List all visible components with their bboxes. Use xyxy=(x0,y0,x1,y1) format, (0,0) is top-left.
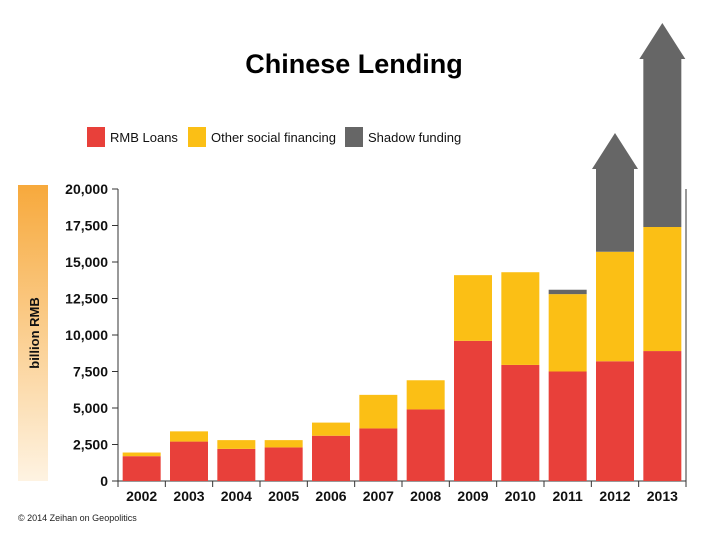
bar-other-social-financing-2005 xyxy=(264,440,303,448)
bar-rmb-loans-2013 xyxy=(643,351,682,481)
x-tick-label: 2003 xyxy=(173,488,204,504)
bar-other-social-financing-2007 xyxy=(359,394,398,429)
bar-rmb-loans-2011 xyxy=(548,371,587,481)
bar-rmb-loans-2009 xyxy=(454,340,492,481)
y-tick-label: 17,500 xyxy=(65,218,108,234)
bar-rmb-loans-2006 xyxy=(312,435,350,481)
arrow-shadow-funding-2012 xyxy=(592,133,638,252)
x-tick-label: 2006 xyxy=(315,488,346,504)
bar-rmb-loans-2007 xyxy=(359,428,398,481)
arrow-shadow-funding-2013 xyxy=(639,23,686,227)
bar-rmb-loans-2008 xyxy=(406,409,445,481)
bar-rmb-loans-2010 xyxy=(501,364,540,481)
y-tick-label: 0 xyxy=(100,473,108,489)
legend-swatch-shadow-funding xyxy=(345,127,363,147)
legend-label-shadow-funding: Shadow funding xyxy=(368,130,461,145)
y-tick-label: 2,500 xyxy=(73,437,108,453)
chart-title: Chinese Lending xyxy=(245,49,463,79)
bar-rmb-loans-2005 xyxy=(264,447,303,481)
bar-other-social-financing-2013 xyxy=(643,226,682,352)
plot-area: 0 2,500 5,000 7,500 10,000 12,500 15,000 17,500… xyxy=(65,23,687,504)
bar-rmb-loans-2004 xyxy=(217,448,256,481)
y-tick-label: 12,500 xyxy=(65,291,108,307)
y-tick-label: 10,000 xyxy=(65,327,108,343)
bar-other-social-financing-2009 xyxy=(454,275,492,341)
bar-other-social-financing-2004 xyxy=(217,440,256,449)
x-tick-label: 2013 xyxy=(647,488,678,504)
y-tick-label: 7,500 xyxy=(73,364,108,380)
legend: RMB Loans Other social financing Shadow … xyxy=(87,127,461,147)
y-tick-label: 5,000 xyxy=(73,400,108,416)
legend-label-rmb-loans: RMB Loans xyxy=(110,130,178,145)
bar-other-social-financing-2012 xyxy=(596,251,634,362)
y-tick-label: 15,000 xyxy=(65,254,108,270)
ylabel-gradient-bar xyxy=(18,185,48,481)
x-tick-label: 2011 xyxy=(552,488,583,504)
x-tick-label: 2008 xyxy=(410,488,441,504)
bar-other-social-financing-2003 xyxy=(170,431,208,442)
bar-rmb-loans-2002 xyxy=(122,456,161,481)
x-tick-label: 2005 xyxy=(268,488,299,504)
bar-rmb-loans-2012 xyxy=(596,361,634,481)
legend-swatch-rmb-loans xyxy=(87,127,105,147)
bar-other-social-financing-2008 xyxy=(406,380,445,410)
x-tick-label: 2012 xyxy=(599,488,630,504)
x-tick-label: 2007 xyxy=(363,488,394,504)
legend-label-other-social-financing: Other social financing xyxy=(211,130,336,145)
copyright-text: © 2014 Zeihan on Geopolitics xyxy=(18,513,137,523)
bar-other-social-financing-2006 xyxy=(312,422,350,436)
bar-rmb-loans-2003 xyxy=(170,441,208,481)
x-tick-label: 2009 xyxy=(457,488,488,504)
bar-other-social-financing-2010 xyxy=(501,272,540,365)
x-tick-label: 2002 xyxy=(126,488,157,504)
bar-shadow-funding-2011 xyxy=(548,289,587,295)
x-tick-label: 2004 xyxy=(221,488,252,504)
bar-other-social-financing-2002 xyxy=(122,452,161,457)
bar-other-social-financing-2011 xyxy=(548,294,587,372)
x-tick-label: 2010 xyxy=(505,488,536,504)
legend-swatch-other-social-financing xyxy=(188,127,206,147)
y-tick-label: 20,000 xyxy=(65,181,108,197)
y-axis-label: billion RMB xyxy=(27,297,42,369)
